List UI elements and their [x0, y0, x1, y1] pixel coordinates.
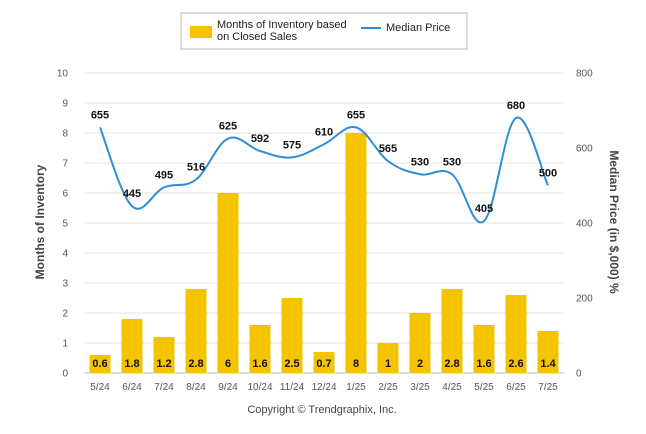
x-tick-label: 9/24 — [218, 382, 238, 393]
inventory-bar-value: 2.5 — [284, 358, 299, 370]
left-tick-label: 10 — [57, 69, 69, 80]
legend-line-label: Median Price — [386, 22, 450, 34]
inventory-bar — [441, 289, 463, 373]
median-price-value: 625 — [219, 121, 237, 133]
inventory-bar-value: 6 — [225, 358, 231, 370]
left-tick-label: 8 — [62, 129, 68, 140]
left-tick-label: 0 — [62, 369, 68, 380]
left-tick-label: 9 — [62, 99, 68, 110]
legend-bar-label-line2: on Closed Sales — [217, 31, 298, 43]
inventory-bar-value: 2.8 — [444, 358, 459, 370]
inventory-bar-value: 1.8 — [124, 358, 139, 370]
median-price-value: 655 — [347, 109, 365, 121]
median-price-value: 500 — [539, 168, 557, 180]
inventory-bar-value: 1 — [385, 358, 391, 370]
median-price-value: 575 — [283, 139, 301, 151]
median-price-value: 592 — [251, 133, 269, 145]
inventory-bar-value: 8 — [353, 358, 359, 370]
inventory-bar-value: 1.6 — [252, 358, 267, 370]
x-tick-label: 6/24 — [122, 382, 142, 393]
median-price-value: 405 — [475, 203, 493, 215]
inventory-bar-value: 2.6 — [508, 358, 523, 370]
median-price-value: 565 — [379, 143, 397, 155]
right-tick-label: 600 — [576, 144, 593, 155]
inventory-bar-value: 1.4 — [540, 358, 556, 370]
left-tick-label: 2 — [62, 309, 68, 320]
x-tick-label: 12/24 — [311, 382, 336, 393]
left-axis-ticks: 0 1 2 3 4 5 6 7 8 9 10 — [57, 69, 69, 380]
inventory-bar — [217, 193, 239, 373]
right-axis-ticks: 0 200 400 600 800 — [576, 69, 593, 380]
inventory-bar-value: 0.7 — [316, 358, 331, 370]
x-tick-label: 5/24 — [90, 382, 110, 393]
inventory-bar — [473, 325, 495, 373]
legend-box — [180, 12, 468, 50]
left-tick-label: 6 — [62, 189, 68, 200]
median-price-value: 530 — [411, 156, 429, 168]
inventory-bar — [281, 298, 303, 373]
left-tick-label: 1 — [62, 339, 68, 350]
left-tick-label: 5 — [62, 219, 68, 230]
inventory-bar-value: 1.6 — [476, 358, 491, 370]
inventory-bar-labels: 0.6 1.8 1.2 2.8 6 1.6 2.5 0.7 8 1 2 2.8 1.6 2.6 1.4 — [92, 358, 556, 370]
x-tick-label: 7/25 — [538, 382, 558, 393]
median-price-value: 530 — [443, 156, 461, 168]
legend: Months of Inventory based on Closed Sale… — [180, 12, 468, 50]
x-tick-label: 4/25 — [442, 382, 462, 393]
inventory-bar-value: 2 — [417, 358, 423, 370]
median-price-labels: 655 445 495 516 625 592 575 610 655 565 530 530 405 6… — [91, 100, 557, 215]
copyright-credit: Copyright © Trendgraphix, Inc. — [247, 404, 396, 416]
inventory-bar — [249, 325, 271, 373]
x-tick-label: 3/25 — [410, 382, 430, 393]
x-tick-label: 6/25 — [506, 382, 526, 393]
median-price-value: 445 — [123, 188, 141, 200]
median-price-value: 680 — [507, 100, 525, 112]
right-tick-label: 400 — [576, 219, 593, 230]
inventory-bar — [345, 133, 367, 373]
inventory-bar-value: 1.2 — [156, 358, 171, 370]
left-axis-title: Months of Inventory — [33, 164, 47, 279]
inventory-bar — [377, 343, 399, 373]
inventory-bar-value: 0.6 — [92, 358, 107, 370]
median-price-value: 610 — [315, 126, 333, 138]
inventory-bar-value: 2.8 — [188, 358, 203, 370]
x-tick-label: 11/24 — [280, 382, 305, 393]
right-axis-title: Median Price (in $,000) % — [607, 150, 621, 294]
right-tick-label: 800 — [576, 69, 593, 80]
inventory-bar — [185, 289, 207, 373]
left-tick-label: 7 — [62, 159, 68, 170]
median-price-value: 516 — [187, 162, 205, 174]
inventory-bars — [89, 133, 559, 373]
inventory-bar — [153, 337, 175, 373]
inventory-bar — [89, 355, 111, 373]
median-price-line — [99, 116, 549, 224]
left-tick-label: 3 — [62, 279, 68, 290]
x-tick-label: 2/25 — [378, 382, 398, 393]
x-tick-label: 10/24 — [247, 382, 272, 393]
right-tick-label: 200 — [576, 294, 593, 305]
x-tick-label: 5/25 — [474, 382, 494, 393]
legend-bar-swatch — [190, 26, 212, 38]
inventory-bar — [505, 295, 527, 373]
median-price-value: 495 — [155, 169, 173, 181]
x-tick-label: 1/25 — [346, 382, 366, 393]
median-price-value: 655 — [91, 109, 109, 121]
inventory-bar — [537, 331, 559, 373]
inventory-bar — [313, 352, 335, 373]
legend-bar-label-line1: Months of Inventory based — [217, 19, 347, 31]
inventory-bar — [121, 319, 143, 373]
x-tick-label: 7/24 — [154, 382, 174, 393]
x-tick-label: 8/24 — [186, 382, 206, 393]
x-axis-ticks: 5/24 6/24 7/24 8/24 9/24 10/24 11/24 12/24 1/25 2… — [90, 382, 558, 393]
left-tick-label: 4 — [62, 249, 68, 260]
inventory-bar — [409, 313, 431, 373]
right-tick-label: 0 — [576, 369, 582, 380]
